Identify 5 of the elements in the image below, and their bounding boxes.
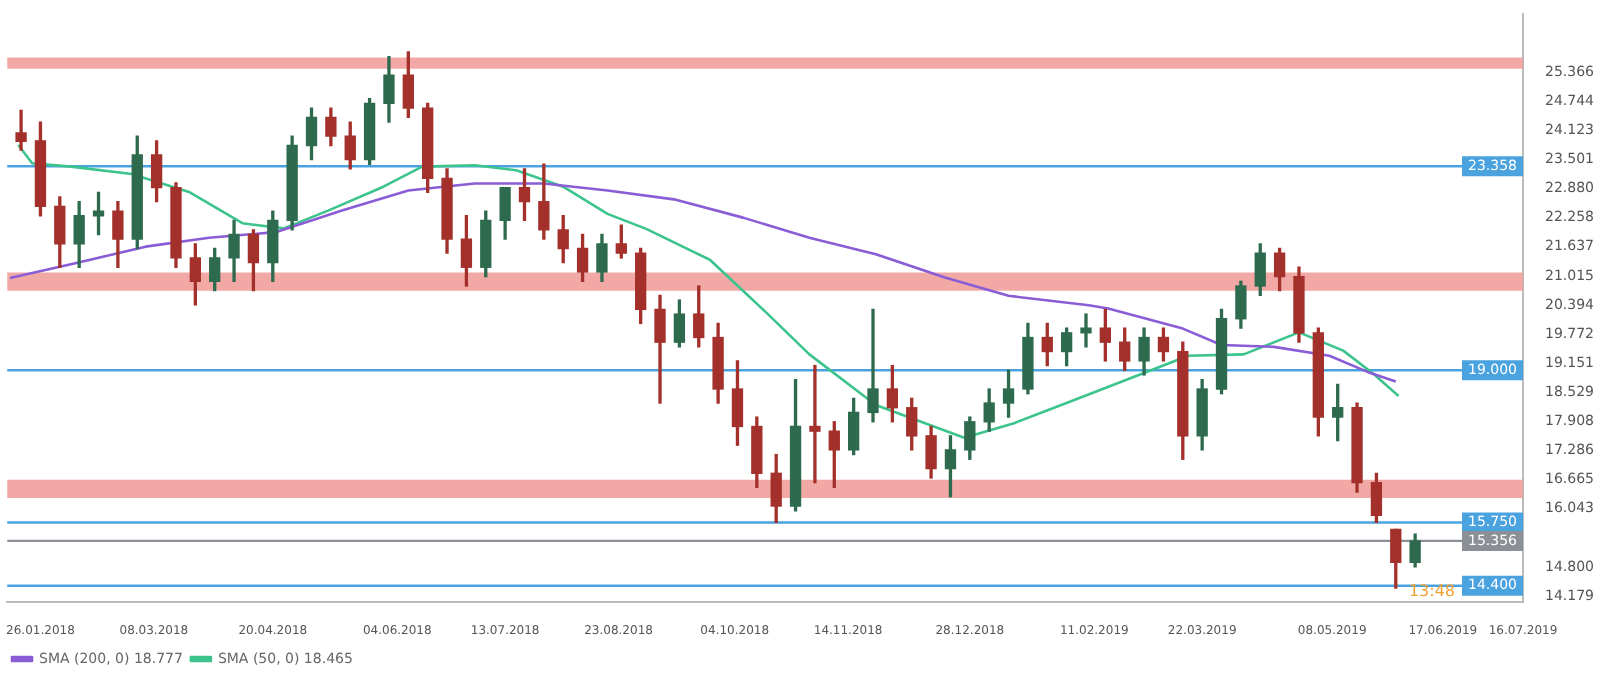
candlestick (867, 308, 879, 423)
candlestick (15, 109, 27, 151)
annotation: 13:48 (1408, 581, 1456, 600)
candlestick (1080, 313, 1092, 348)
candlestick (809, 364, 821, 484)
